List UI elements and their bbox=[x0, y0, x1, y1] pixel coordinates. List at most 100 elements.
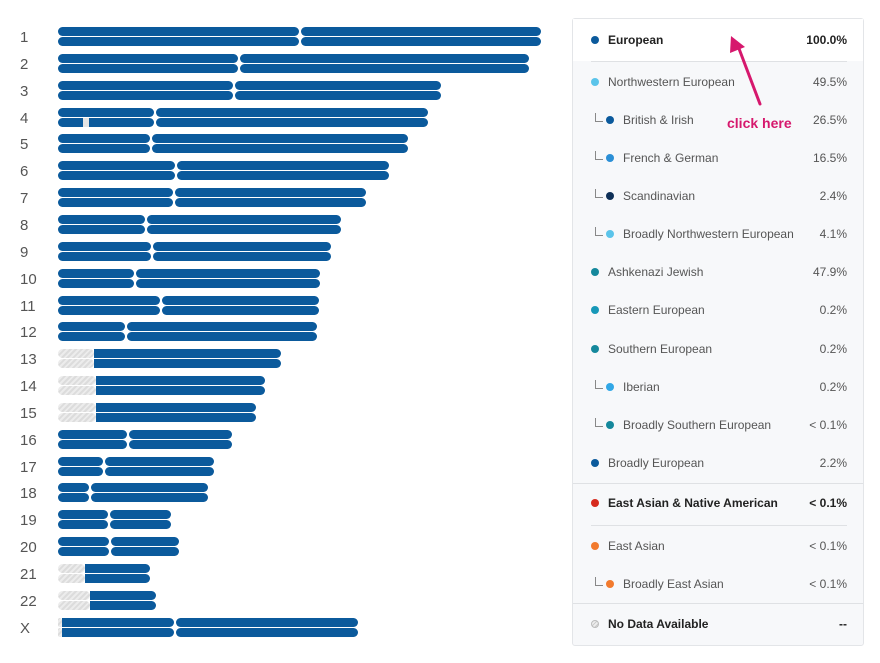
ancestry-row-east-asian[interactable]: East Asian < 0.1% bbox=[573, 527, 863, 565]
chromosome-16: 16 bbox=[0, 428, 560, 452]
european-segment bbox=[146, 224, 342, 234]
no-data-segment bbox=[58, 627, 62, 637]
ancestry-row-no-data-available[interactable]: No Data Available -- bbox=[573, 605, 863, 643]
european-segment bbox=[85, 564, 150, 573]
european-segment bbox=[175, 617, 358, 627]
tree-elbow-icon bbox=[595, 150, 603, 160]
no-data-segment bbox=[58, 617, 62, 627]
ancestry-percentage: -- bbox=[839, 617, 847, 631]
ancestry-name: Scandinavian bbox=[623, 189, 696, 203]
european-segment bbox=[175, 627, 358, 637]
ancestry-name: East Asian bbox=[608, 539, 665, 553]
no-data-segment bbox=[58, 386, 97, 396]
ancestry-row-european[interactable]: European 100.0% bbox=[573, 19, 863, 61]
no-data-segment bbox=[58, 590, 90, 600]
color-dot-icon bbox=[606, 421, 614, 429]
european-segment bbox=[85, 574, 150, 583]
color-dot-icon bbox=[606, 116, 614, 124]
color-dot-icon bbox=[591, 306, 599, 314]
ancestry-row-broadly-european[interactable]: Broadly European 2.2% bbox=[573, 444, 863, 482]
chromosome-label: 7 bbox=[20, 190, 29, 208]
ancestry-row-ashkenazi-jewish[interactable]: Ashkenazi Jewish 47.9% bbox=[573, 253, 863, 291]
chromosome-label: 8 bbox=[20, 216, 29, 234]
ancestry-name: No Data Available bbox=[608, 617, 709, 631]
tree-elbow-icon bbox=[595, 417, 603, 427]
european-segment bbox=[58, 80, 233, 90]
color-dot-icon bbox=[606, 383, 614, 391]
no-data-segment bbox=[58, 600, 90, 610]
chromosome-14: 14 bbox=[0, 374, 560, 398]
ancestry-percentage: 47.9% bbox=[812, 265, 847, 279]
european-segment bbox=[58, 456, 103, 466]
european-segment bbox=[58, 268, 134, 278]
european-segment bbox=[58, 144, 151, 154]
header-divider bbox=[591, 61, 847, 62]
european-segment bbox=[58, 188, 173, 198]
european-segment bbox=[135, 268, 320, 278]
ancestry-percentage: < 0.1% bbox=[809, 577, 847, 591]
european-segment bbox=[58, 63, 239, 73]
european-segment bbox=[96, 386, 266, 396]
chromosome-2: 2 bbox=[0, 52, 560, 76]
ancestry-row-broadly-southern-european[interactable]: Broadly Southern European < 0.1% bbox=[573, 406, 863, 444]
european-segment bbox=[96, 402, 257, 412]
chromosome-label: 20 bbox=[20, 539, 37, 557]
ancestry-row-eastern-european[interactable]: Eastern European 0.2% bbox=[573, 291, 863, 329]
chromosome-painting: 1 2 3 4 5 6 7 8 9 10 11 12 13 14 15 16 17 18 19 20 21 22 X bbox=[0, 25, 560, 637]
european-segment bbox=[58, 161, 175, 171]
european-segment bbox=[58, 520, 109, 530]
ancestry-percentage: 4.1% bbox=[819, 227, 847, 241]
european-segment bbox=[90, 493, 209, 503]
ancestry-name: Southern European bbox=[608, 342, 713, 356]
european-segment bbox=[110, 520, 171, 530]
chromosome-15: 15 bbox=[0, 401, 560, 425]
ancestry-percentage: 0.2% bbox=[819, 342, 847, 356]
chromosome-3: 3 bbox=[0, 79, 560, 103]
european-segment bbox=[234, 90, 441, 100]
no-data-segment bbox=[58, 376, 97, 386]
european-segment bbox=[174, 198, 367, 208]
chromosome-label: 10 bbox=[20, 270, 37, 288]
chromosome-8: 8 bbox=[0, 213, 560, 237]
chromosome-22: 22 bbox=[0, 589, 560, 613]
chromosome-label: 22 bbox=[20, 592, 37, 610]
ancestry-row-broadly-northwestern-european[interactable]: Broadly Northwestern European 4.1% bbox=[573, 215, 863, 253]
european-segment bbox=[58, 483, 89, 493]
european-segment bbox=[58, 429, 128, 439]
ancestry-row-east-asian-native-american[interactable]: East Asian & Native American < 0.1% bbox=[573, 484, 863, 522]
european-segment bbox=[58, 171, 175, 181]
european-segment bbox=[58, 332, 126, 342]
ancestry-row-scandinavian[interactable]: Scandinavian 2.4% bbox=[573, 177, 863, 215]
european-segment bbox=[58, 439, 128, 449]
european-segment bbox=[58, 224, 145, 234]
color-dot-icon bbox=[606, 580, 614, 588]
european-segment bbox=[153, 251, 331, 261]
chromosome-label: 2 bbox=[20, 55, 29, 73]
ancestry-percentage: < 0.1% bbox=[809, 418, 847, 432]
european-segment bbox=[240, 63, 529, 73]
ancestry-row-french-german[interactable]: French & German 16.5% bbox=[573, 139, 863, 177]
chromosome-12: 12 bbox=[0, 320, 560, 344]
ancestry-row-northwestern-european[interactable]: Northwestern European 49.5% bbox=[573, 63, 863, 101]
no-data-segment bbox=[58, 349, 95, 359]
european-segment bbox=[300, 37, 541, 46]
european-segment bbox=[234, 80, 441, 90]
no-data-segment bbox=[58, 412, 97, 422]
european-segment bbox=[127, 322, 317, 332]
ancestry-row-british-irish[interactable]: British & Irish 26.5% bbox=[573, 101, 863, 139]
chromosome-1: 1 bbox=[0, 25, 560, 49]
chromosome-7: 7 bbox=[0, 186, 560, 210]
ancestry-row-southern-european[interactable]: Southern European 0.2% bbox=[573, 330, 863, 368]
chromosome-5: 5 bbox=[0, 132, 560, 156]
ancestry-percentage: 16.5% bbox=[812, 151, 847, 165]
european-segment bbox=[58, 198, 173, 208]
ancestry-row-broadly-east-asian[interactable]: Broadly East Asian < 0.1% bbox=[573, 565, 863, 603]
european-segment bbox=[58, 295, 160, 305]
color-dot-icon bbox=[591, 36, 599, 44]
ancestry-percentage: 49.5% bbox=[812, 75, 847, 89]
european-segment bbox=[58, 305, 160, 315]
ancestry-row-iberian[interactable]: Iberian 0.2% bbox=[573, 368, 863, 406]
chromosome-label: 18 bbox=[20, 485, 37, 503]
ancestry-name: French & German bbox=[623, 151, 719, 165]
european-segment bbox=[58, 466, 103, 476]
